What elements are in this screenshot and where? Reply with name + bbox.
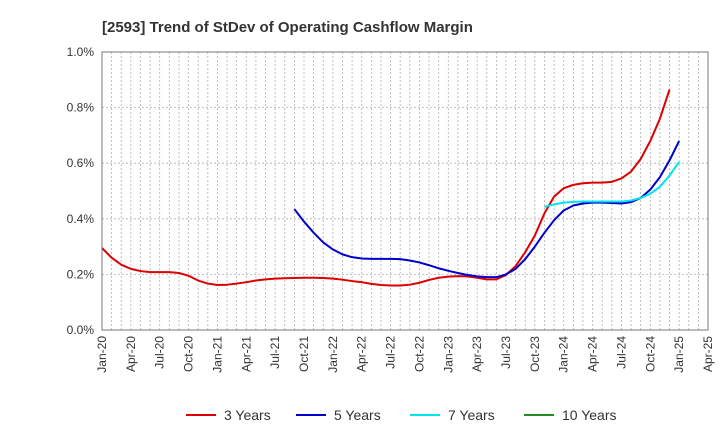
x-tick-label: Oct-23 [528, 336, 542, 372]
x-tick-label: Jan-20 [95, 336, 109, 373]
legend: 3 Years 5 Years 7 Years 10 Years [186, 407, 617, 423]
x-tick-label: Jul-22 [384, 336, 398, 369]
y-tick-label: 0.8% [67, 101, 95, 115]
x-tick-label: Oct-22 [412, 336, 426, 372]
series-line-3-years [101, 89, 671, 287]
series-line-5-years [293, 140, 681, 279]
x-tick-label: Jan-24 [557, 336, 571, 373]
y-tick-label: 0.6% [67, 156, 95, 170]
x-tick-label: Apr-23 [470, 336, 484, 372]
x-axis: Jan-20 Apr-20 Jul-20 Oct-20 Jan-21 Apr-21 Jul-… [95, 336, 715, 373]
x-tick-label: Oct-20 [182, 336, 196, 372]
series-line-7-years [544, 161, 680, 208]
chart-title: [2593] Trend of StDev of Operating Cashf… [102, 19, 473, 36]
legend-label: 3 Years [224, 407, 271, 423]
x-tick-label: Jul-23 [499, 336, 513, 369]
x-tick-label: Apr-21 [239, 336, 253, 372]
x-tick-label: Apr-22 [355, 336, 369, 372]
x-tick-label: Oct-21 [297, 336, 311, 372]
series-layer [101, 89, 681, 287]
y-tick-label: 1.0% [67, 45, 95, 59]
plot-area-border [101, 51, 709, 331]
legend-label: 10 Years [562, 407, 617, 423]
x-tick-label: Jan-22 [326, 336, 340, 373]
y-tick-label: 0.2% [67, 267, 95, 281]
x-tick-label: Jan-21 [210, 336, 224, 373]
x-tick-label: Apr-25 [701, 336, 715, 372]
y-axis: 0.0% 0.2% 0.4% 0.6% 0.8% 1.0% [67, 45, 95, 337]
x-tick-label: Jan-25 [672, 336, 686, 373]
x-tick-label: Oct-24 [643, 336, 657, 372]
x-tick-label: Jul-24 [614, 336, 628, 369]
y-tick-label: 0.4% [67, 212, 95, 226]
x-tick-label: Apr-20 [124, 336, 138, 372]
x-tick-label: Jan-23 [441, 336, 455, 373]
x-tick-label: Apr-24 [586, 336, 600, 372]
y-tick-label: 0.0% [67, 323, 95, 337]
legend-label: 5 Years [334, 407, 381, 423]
legend-label: 7 Years [448, 407, 495, 423]
grid-layer [102, 52, 708, 330]
x-tick-label: Jul-20 [153, 336, 167, 369]
x-tick-label: Jul-21 [268, 336, 282, 369]
